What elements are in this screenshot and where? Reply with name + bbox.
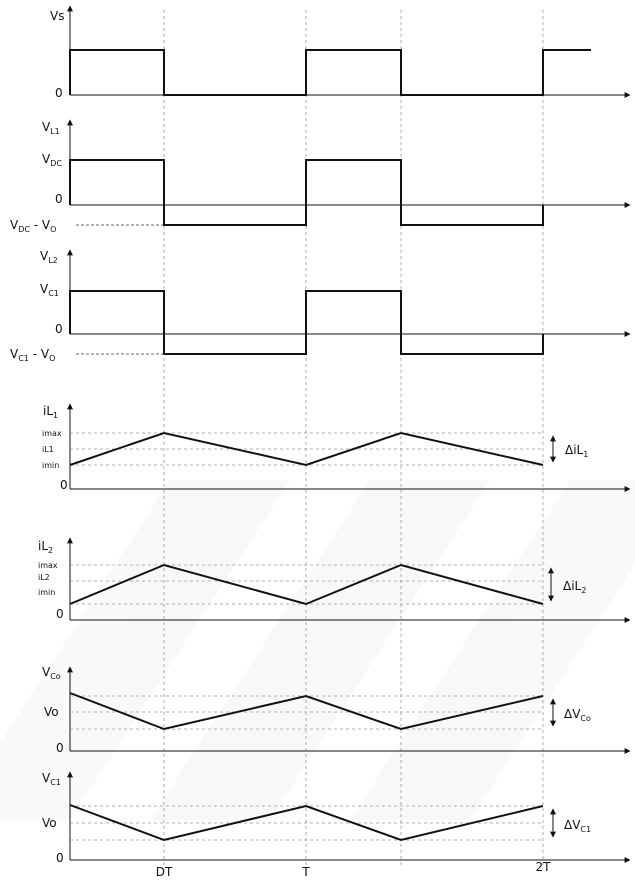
vl1-waveform [69,159,544,226]
il2-zero-label: 0 [56,607,64,621]
il1-waveform [69,431,544,467]
il2-waveform [69,563,544,606]
panel-vs: Vs 0 [50,5,631,100]
vl1-y-label: VL1 [42,120,60,136]
il2-imax-label: imax [38,561,58,570]
panel-il2: iL2 imax iL2 imin 0 ΔiL2 [38,537,631,623]
tick-label-t: T [301,865,310,879]
vl1-low-label: VDC - VO [10,218,56,234]
il1-mid-label: iL1 [42,445,54,454]
time-axis-labels: DT T 2T [156,860,551,879]
vl1-zero-label: 0 [55,192,63,206]
vl1-high-label: VDC [42,152,62,168]
il2-delta-label: ΔiL2 [563,579,586,595]
tick-label-dt: DT [156,865,173,879]
panel-il1: iL1 imax iL1 imin 0 ΔiL1 [42,403,631,492]
panel-vc1: VC1 Vo 0 ΔVC1 [42,771,631,865]
vs-y-label: Vs [50,9,64,23]
vl2-y-label: VL2 [40,249,58,265]
il1-imax-label: imax [42,429,62,438]
vs-waveform [69,49,591,96]
panel-vco: VCo Vo 0 ΔVCo [42,665,631,755]
tick-label-2t: 2T [536,860,552,874]
vc1-level-label: Vo [42,816,57,830]
vc1-waveform [69,804,544,842]
time-gridlines [163,10,544,866]
vco-delta-label: ΔVCo [564,707,591,723]
vc1-delta-label: ΔVC1 [564,818,591,834]
vl2-waveform [69,290,544,355]
panel-vl2: VL2 VC1 0 VC1 - VO [10,249,631,363]
vc1-zero-label: 0 [56,851,64,865]
il1-y-label: iL1 [43,404,58,420]
watermark [0,480,635,820]
vc1-y-label: VC1 [42,771,61,787]
vl2-low-label: VC1 - VO [10,347,55,363]
vco-y-label: VCo [42,665,61,681]
il1-delta-label: ΔiL1 [565,443,588,459]
vco-level-label: Vo [44,705,59,719]
vl2-high-label: VC1 [40,282,59,298]
il1-zero-label: 0 [60,478,68,492]
panel-vl1: VL1 VDC 0 VDC - VO [10,119,631,234]
vco-waveform [69,692,544,731]
il2-y-label: iL2 [38,539,53,555]
vl2-zero-label: 0 [55,322,63,336]
vco-zero-label: 0 [56,741,64,755]
il2-mid-label: iL2 [38,573,50,582]
il2-imin-label: imin [38,588,55,597]
il1-imin-label: imin [42,461,59,470]
vs-zero-label: 0 [55,86,63,100]
